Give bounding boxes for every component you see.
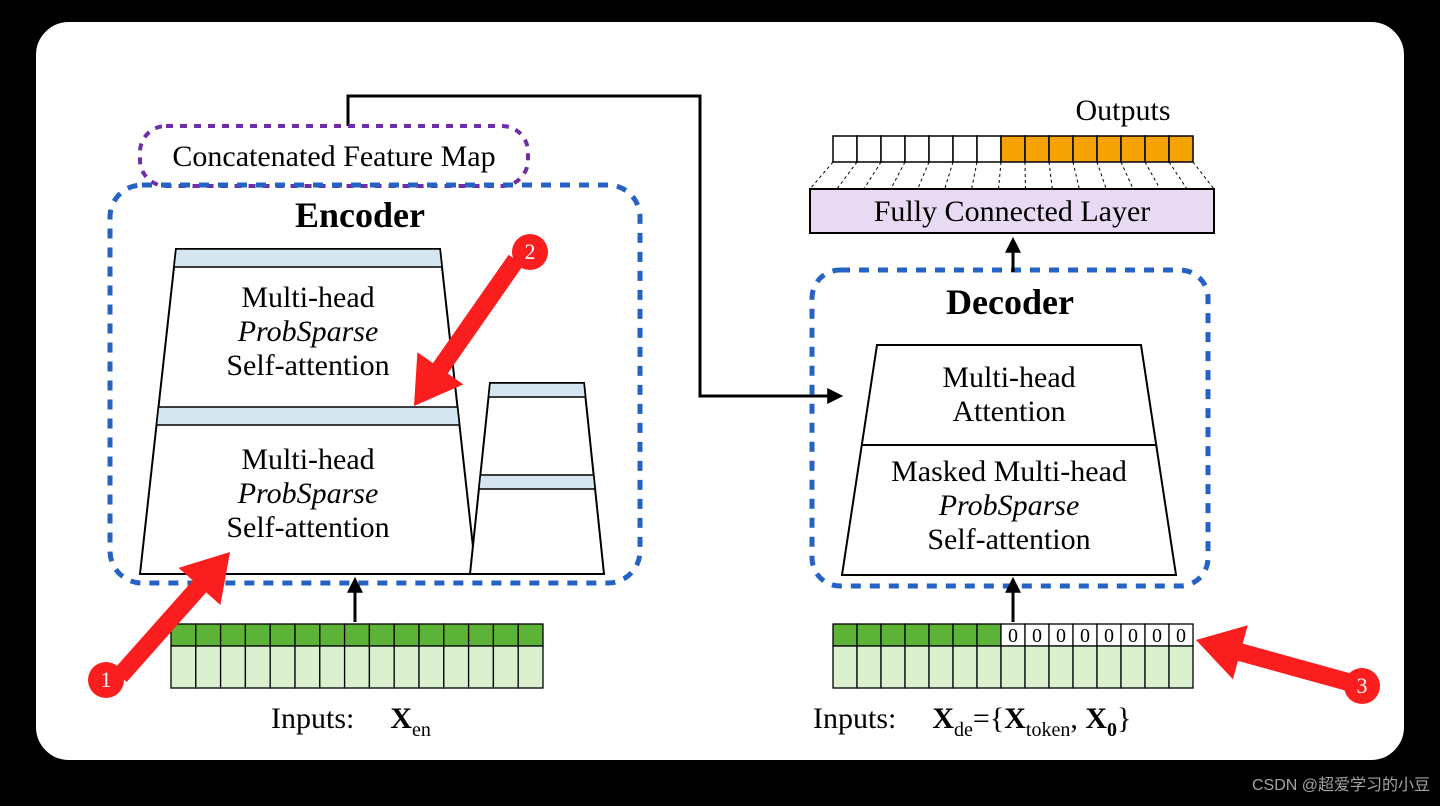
zero-cell: 0	[1104, 625, 1114, 647]
zero-cell: 0	[1056, 625, 1066, 647]
output-cell	[1145, 136, 1169, 162]
output-cell	[977, 136, 1001, 162]
encoder-input-grid	[171, 624, 543, 688]
enc1-top-l2: ProbSparse	[237, 315, 379, 348]
dec-bot-l2: ProbSparse	[938, 489, 1080, 522]
outputs-label: Outputs	[1075, 94, 1170, 127]
output-cell	[1049, 136, 1073, 162]
enc1-top-l1: Multi-head	[241, 281, 374, 314]
encoder-trapezoid-main: Multi-headProbSparseSelf-attentionMulti-…	[140, 249, 476, 574]
output-cell	[1097, 136, 1121, 162]
output-cell	[1001, 136, 1025, 162]
output-cell	[1121, 136, 1145, 162]
badge-2-label: 2	[525, 239, 536, 264]
diagram-svg: Concatenated Feature Map Encoder Multi-hea…	[0, 0, 1440, 801]
zero-cell: 0	[1008, 625, 1018, 647]
enc1-bot-l2: ProbSparse	[237, 477, 379, 510]
dec-bot-l3: Self-attention	[927, 523, 1090, 556]
output-cell	[905, 136, 929, 162]
zero-cell: 0	[1032, 625, 1042, 647]
enc1-bot-l3: Self-attention	[226, 511, 389, 544]
fcl-label: Fully Connected Layer	[874, 195, 1151, 228]
output-cell	[929, 136, 953, 162]
dec-top-l1: Multi-head	[942, 361, 1075, 394]
watermark-text: CSDN @超爱学习的小豆	[1252, 771, 1430, 795]
zero-cell: 0	[1080, 625, 1090, 647]
enc1-top-l3: Self-attention	[226, 349, 389, 382]
output-cell	[1169, 136, 1193, 162]
output-cell	[833, 136, 857, 162]
badge-3-label: 3	[1357, 673, 1368, 698]
zero-cell: 0	[1176, 625, 1186, 647]
output-cell	[881, 136, 905, 162]
zero-cell: 0	[1128, 625, 1138, 647]
concat-label: Concatenated Feature Map	[172, 140, 495, 173]
dec-top-l2: Attention	[952, 395, 1065, 428]
decoder-input-grid: 00000000	[833, 624, 1193, 688]
badge-1-label: 1	[101, 667, 112, 692]
zero-cell: 0	[1152, 625, 1162, 647]
output-cell	[1073, 136, 1097, 162]
dec-bot-l1: Masked Multi-head	[891, 455, 1127, 488]
decoder-title: Decoder	[946, 282, 1074, 322]
encoder-trapezoid-aux	[470, 383, 604, 574]
output-cell	[857, 136, 881, 162]
output-cell	[953, 136, 977, 162]
encoder-title: Encoder	[295, 195, 425, 235]
enc1-bot-l1: Multi-head	[241, 443, 374, 476]
output-cell	[1025, 136, 1049, 162]
decoder-trapezoid: Multi-headAttention Masked Multi-headProb…	[842, 345, 1176, 575]
